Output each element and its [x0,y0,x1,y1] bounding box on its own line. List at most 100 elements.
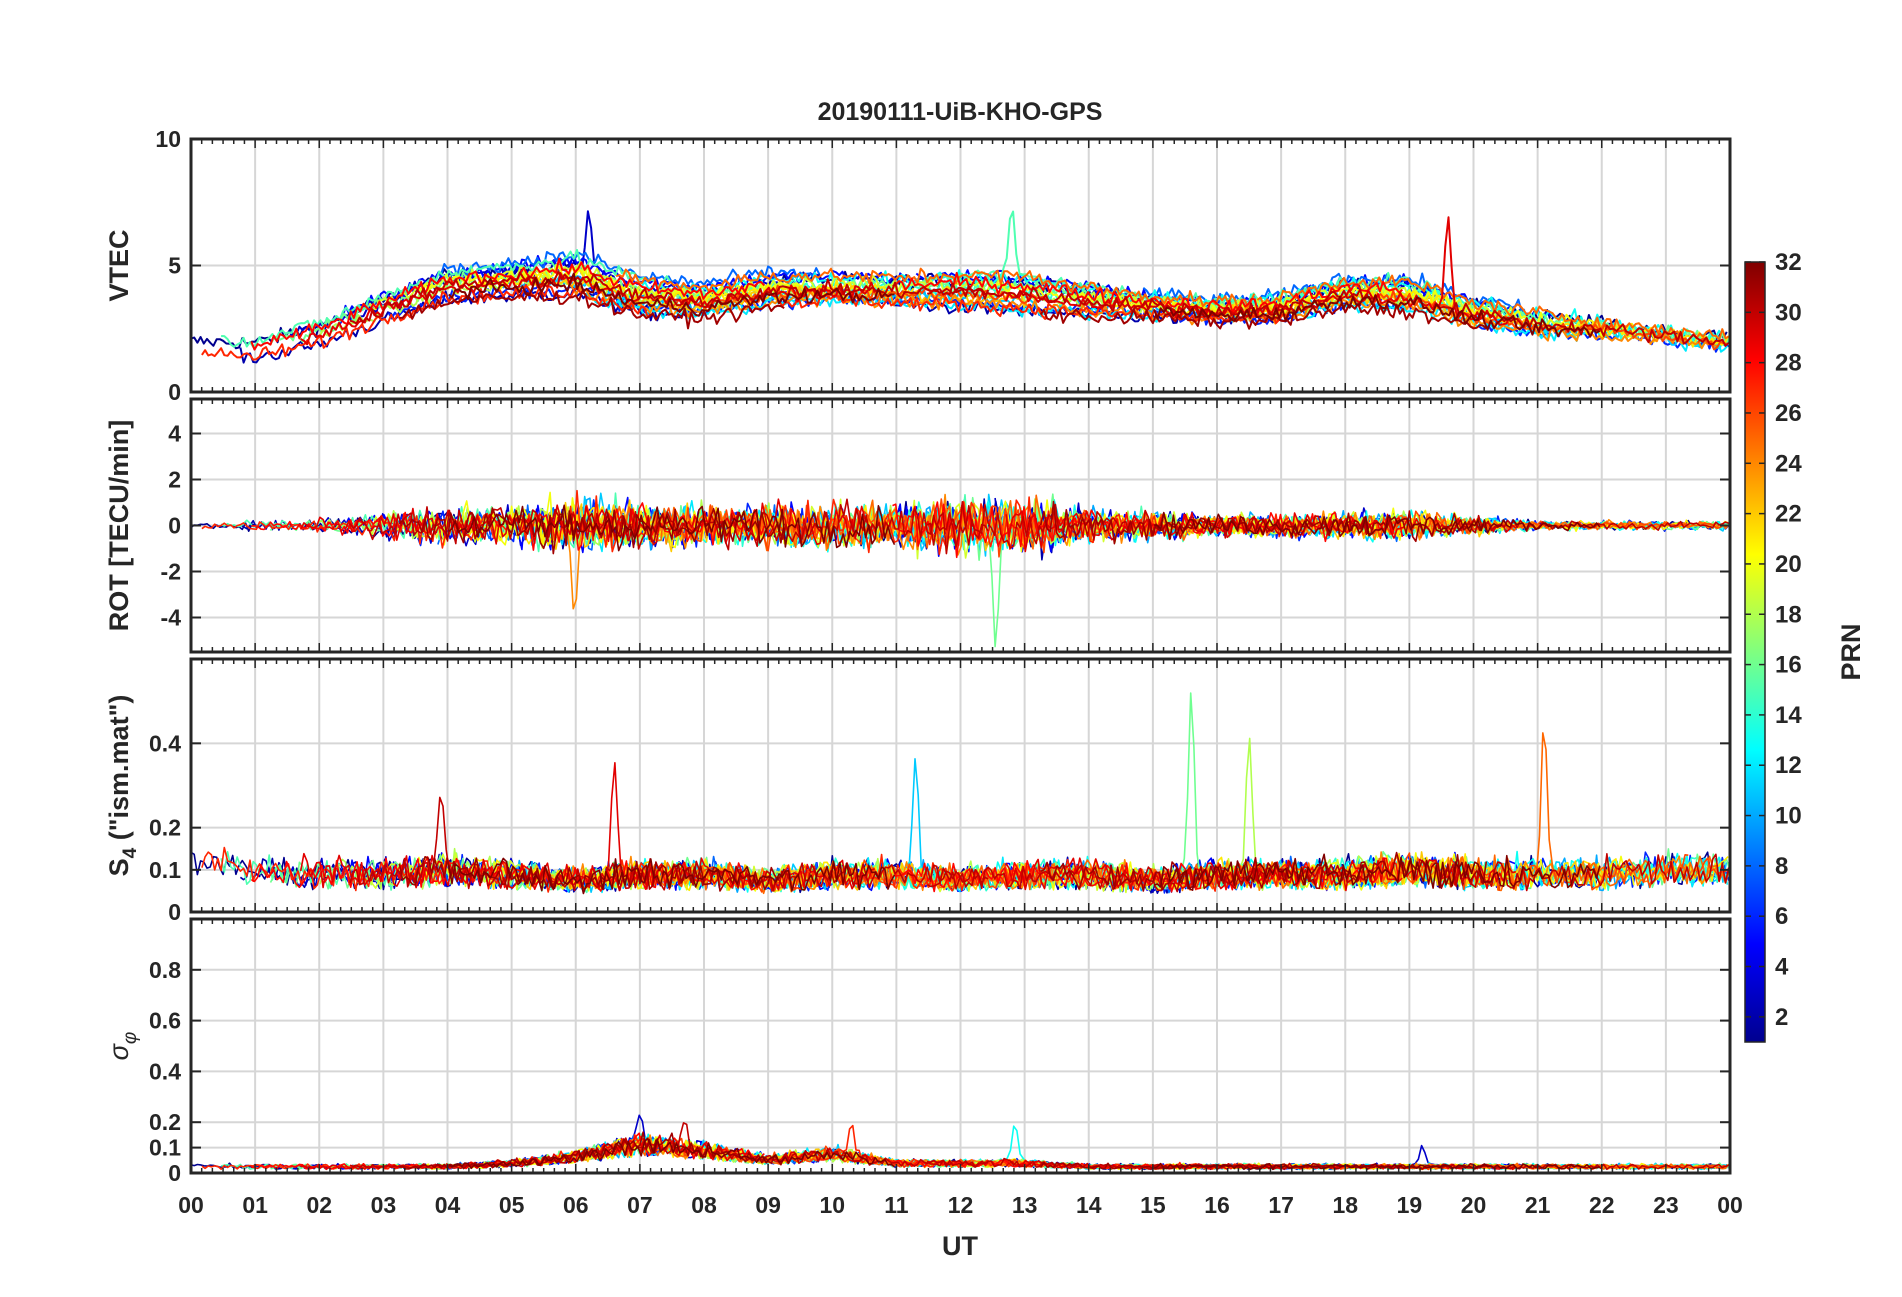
colorbar-tick-label: 14 [1775,702,1802,729]
y-tick-label: 0 [168,513,181,539]
grid-sigma_phi [191,919,1730,1173]
y-ticks-rot: -4 -2 0 2 4 [161,421,1730,631]
x-tick-label: 04 [435,1192,461,1218]
y-tick-label: 4 [168,421,181,447]
y-tick-label: 0.6 [149,1008,181,1034]
chart-title: 20190111-UiB-KHO-GPS [818,98,1103,126]
x-tick-label: 08 [691,1192,717,1218]
x-tick-labels: 00 01 02 03 04 05 06 07 08 09 10 11 12 13 14 15 16 17 18 19… [178,1192,1743,1218]
x-tick-label: 17 [1268,1192,1294,1218]
x-tick-label: 15 [1140,1192,1166,1218]
x-tick-label: 12 [948,1192,974,1218]
series-prn-30 [349,270,1730,347]
x-tick-label: 11 [884,1192,909,1218]
panel-s4: 0 0.1 0.2 0.4 S4 ("ism.mat") [104,657,1732,925]
colorbar-tick-label: 8 [1775,853,1788,880]
x-tick-label: 23 [1653,1192,1679,1218]
series-prn-25 [615,267,1730,341]
panel-sigma_phi: 00.10.2 0.4 0.6 0.8 σφ [104,917,1732,1186]
x-tick-label: 14 [1076,1192,1102,1218]
x-tick-label: 09 [755,1192,781,1218]
grid-vtec [191,139,1730,392]
colorbar-gradient [1744,261,1766,1043]
y-tick-label: 0 [168,899,181,925]
x-minor-ticks-sigma_phi [190,919,1731,1173]
series-group-rot [191,489,1730,648]
series-prn-32 [448,1137,1600,1171]
x-tick-label: 20 [1461,1192,1487,1218]
colorbar-tick-label: 28 [1775,350,1802,377]
y-axis-label-sigma_phi: σφ [104,1032,141,1061]
colorbar-tick-label: 26 [1775,400,1802,427]
colorbar-tick-label: 2 [1775,1004,1788,1031]
y-tick-label: -4 [161,605,182,631]
colorbar-tick-label: 18 [1775,601,1802,628]
colorbar-label: PRN [1836,623,1866,680]
colorbar-tick-label: 12 [1775,752,1802,779]
colorbar-tick-label: 22 [1775,501,1802,528]
y-tick-label: 0 [168,1160,181,1186]
series-group-vtec [191,210,1730,364]
colorbar-tick-label: 32 [1775,249,1802,276]
y-axis-label-rot: ROT [TECU/min] [104,420,134,631]
series-prn-28 [250,257,1403,351]
series-group-s4 [191,692,1730,895]
x-tick-label: 01 [242,1192,268,1218]
y-tick-label: 0.8 [149,957,181,983]
y-tick-label: 0.4 [149,730,181,756]
panel-vtec: 0 5 10 VTEC [104,126,1732,405]
x-tick-label: 10 [819,1192,845,1218]
series-prn-30 [349,498,1729,555]
y-ticks-vtec: 0 5 10 [155,126,1730,405]
x-tick-label: 00 [1717,1192,1743,1218]
series-prn-32 [448,853,1601,895]
series-prn-31 [399,290,1487,330]
colorbar-tick-label: 4 [1775,954,1789,981]
x-tick-label: 21 [1525,1192,1551,1218]
y-axis-label-s4: S4 ("ism.mat") [104,695,141,877]
x-tick-label: 03 [371,1192,397,1218]
series-group-sigma_phi [191,1114,1730,1171]
y-tick-label: 5 [168,253,181,279]
x-axis-label: UT [942,1231,978,1261]
x-minor-ticks-vtec [190,139,1731,392]
x-tick-label: 02 [306,1192,332,1218]
x-tick-label: 05 [499,1192,525,1218]
x-minor-ticks-rot [190,399,1731,652]
colorbar-tick-label: 10 [1775,803,1802,830]
y-ticks-s4: 0 0.1 0.2 0.4 [149,730,1730,925]
x-tick-label: 22 [1589,1192,1615,1218]
x-tick-label: 06 [563,1192,589,1218]
y-tick-label: 0 [168,379,181,405]
x-tick-label: 19 [1397,1192,1423,1218]
x-tick-label: 13 [1012,1192,1038,1218]
x-tick-label: 00 [178,1192,204,1218]
colorbar-tick-label: 20 [1775,551,1802,578]
y-tick-label: 0.4 [149,1058,181,1084]
x-tick-label: 07 [627,1192,653,1218]
y-tick-label: 10 [155,126,181,152]
series-prn-32 [448,504,1601,552]
x-minor-ticks-s4 [190,659,1731,912]
colorbar-tick-label: 30 [1775,299,1802,326]
y-tick-label: 2 [168,467,181,493]
y-axis-label-vtec: VTEC [104,229,134,301]
x-tick-label: 16 [1204,1192,1230,1218]
x-tick-label: 18 [1332,1192,1358,1218]
colorbar-tick-label: 6 [1775,903,1788,930]
series-prn-32 [448,272,1601,338]
y-tick-label: -2 [161,559,181,585]
panel-rot: -4 -2 0 2 4 ROT [TECU/min] [104,397,1732,654]
y-tick-label: 0.2 [149,815,181,841]
colorbar-tick-label: 16 [1775,652,1802,679]
colorbar-tick-label: 24 [1775,450,1802,477]
y-tick-label: 0.1 [149,1135,181,1161]
y-ticks-sigma_phi: 00.10.2 0.4 0.6 0.8 [149,957,1730,1186]
y-tick-label: 0.2 [149,1109,181,1135]
y-tick-label: 0.1 [149,857,181,883]
